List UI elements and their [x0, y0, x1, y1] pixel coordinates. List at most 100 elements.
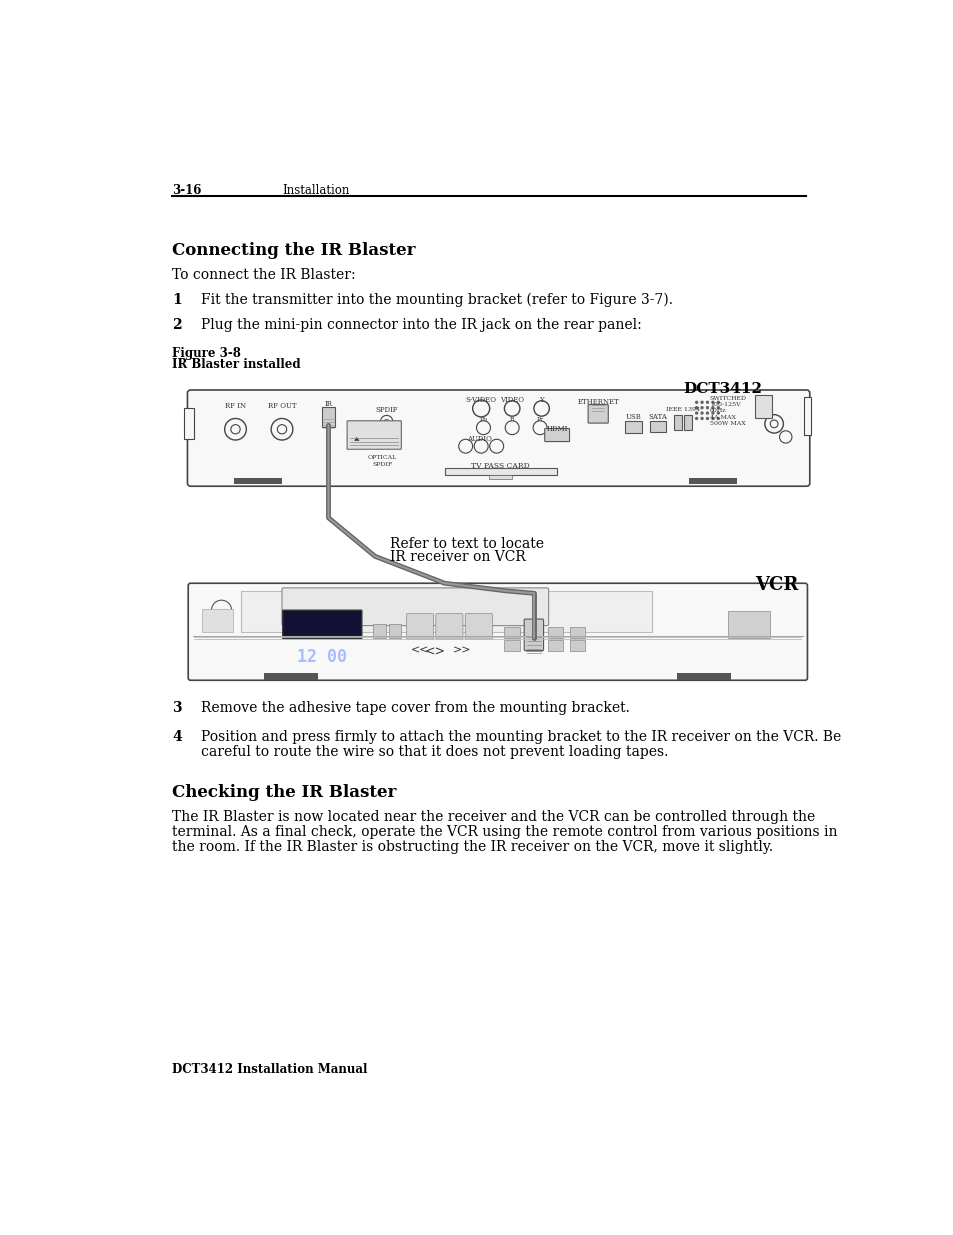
- Text: ETHERNET: ETHERNET: [577, 399, 618, 406]
- Bar: [802, 396, 810, 436]
- Text: Connecting the IR Blaster: Connecting the IR Blaster: [172, 242, 415, 259]
- Bar: [488, 475, 512, 479]
- Text: RF IN: RF IN: [225, 403, 246, 410]
- FancyBboxPatch shape: [465, 614, 492, 638]
- Text: DCT3412 Installation Manual: DCT3412 Installation Manual: [172, 1063, 367, 1076]
- Circle shape: [710, 416, 714, 420]
- Bar: [389, 624, 401, 638]
- Text: terminal. As a final check, operate the VCR using the remote control from variou: terminal. As a final check, operate the …: [172, 825, 837, 839]
- Circle shape: [716, 400, 720, 404]
- Text: 60Hz: 60Hz: [709, 409, 725, 414]
- Bar: [683, 415, 691, 430]
- Text: IEEE 1394: IEEE 1394: [665, 406, 699, 412]
- Text: 500W MAX: 500W MAX: [709, 421, 744, 426]
- Circle shape: [705, 411, 708, 415]
- Circle shape: [716, 406, 720, 409]
- Text: Refer to text to locate: Refer to text to locate: [390, 537, 544, 551]
- Circle shape: [700, 416, 703, 420]
- Text: 3: 3: [172, 701, 181, 715]
- Text: >>: >>: [452, 646, 471, 656]
- Circle shape: [700, 406, 703, 409]
- Text: SPDIF: SPDIF: [373, 462, 393, 467]
- FancyBboxPatch shape: [347, 421, 401, 450]
- Text: SWITCHED: SWITCHED: [709, 396, 746, 401]
- Text: VIDEO: VIDEO: [499, 396, 523, 404]
- Text: VCR: VCR: [754, 576, 798, 594]
- Bar: [677, 673, 731, 679]
- Circle shape: [694, 406, 698, 409]
- Text: HDMI: HDMI: [546, 425, 567, 433]
- Text: Pr: Pr: [536, 417, 543, 422]
- Text: 100-125V: 100-125V: [709, 403, 740, 408]
- Text: 4: 4: [172, 730, 181, 745]
- Circle shape: [700, 400, 703, 404]
- Bar: [525, 627, 541, 638]
- FancyBboxPatch shape: [282, 588, 548, 626]
- Circle shape: [710, 400, 714, 404]
- Bar: [241, 592, 651, 632]
- Bar: [504, 640, 519, 651]
- Text: Pb: Pb: [478, 417, 487, 422]
- Bar: [184, 409, 193, 440]
- Bar: [444, 468, 557, 475]
- Bar: [547, 627, 562, 638]
- Text: S-VIDEO: S-VIDEO: [465, 396, 497, 404]
- Text: TV PASS CARD: TV PASS CARD: [471, 462, 529, 471]
- Text: Position and press firmly to attach the mounting bracket to the IR receiver on t: Position and press firmly to attach the …: [200, 730, 840, 745]
- FancyBboxPatch shape: [187, 390, 809, 487]
- Text: <<: <<: [411, 646, 429, 656]
- Circle shape: [705, 416, 708, 420]
- Bar: [373, 624, 385, 638]
- Text: 4A MAX: 4A MAX: [709, 415, 735, 420]
- Bar: [727, 611, 769, 638]
- Circle shape: [705, 400, 708, 404]
- Text: SATA: SATA: [648, 412, 666, 421]
- Circle shape: [710, 406, 714, 409]
- Bar: [264, 673, 318, 679]
- FancyBboxPatch shape: [406, 614, 433, 638]
- Bar: [569, 627, 584, 638]
- Bar: [525, 640, 541, 651]
- Text: Y: Y: [538, 396, 543, 404]
- Text: the room. If the IR Blaster is obstructing the IR receiver on the VCR, move it s: the room. If the IR Blaster is obstructi…: [172, 840, 772, 853]
- Text: DCT3412: DCT3412: [682, 382, 761, 395]
- Text: Fit the transmitter into the mounting bracket (refer to Figure 3-7).: Fit the transmitter into the mounting br…: [200, 293, 672, 308]
- Bar: [754, 395, 771, 417]
- Circle shape: [700, 411, 703, 415]
- Text: Checking the IR Blaster: Checking the IR Blaster: [172, 784, 395, 802]
- Text: 3-16: 3-16: [172, 184, 201, 198]
- Bar: [649, 421, 665, 431]
- Text: Remove the adhesive tape cover from the mounting bracket.: Remove the adhesive tape cover from the …: [200, 701, 629, 715]
- Text: <>: <>: [424, 646, 445, 658]
- Bar: [504, 627, 519, 638]
- Bar: [688, 478, 736, 484]
- Circle shape: [694, 416, 698, 420]
- Bar: [569, 640, 584, 651]
- Circle shape: [710, 411, 714, 415]
- Circle shape: [694, 400, 698, 404]
- Text: 12 00: 12 00: [297, 648, 347, 666]
- Text: USB: USB: [624, 412, 640, 421]
- FancyBboxPatch shape: [282, 610, 361, 638]
- Bar: [321, 406, 335, 427]
- Bar: [202, 609, 233, 632]
- Polygon shape: [354, 437, 359, 441]
- Text: Installation: Installation: [282, 184, 349, 198]
- FancyBboxPatch shape: [523, 619, 543, 651]
- Text: Plug the mini-pin connector into the IR jack on the rear panel:: Plug the mini-pin connector into the IR …: [200, 317, 640, 332]
- Text: R: R: [509, 417, 514, 422]
- Text: 1: 1: [172, 293, 181, 308]
- Text: IR receiver on VCR: IR receiver on VCR: [390, 550, 526, 564]
- Text: RF OUT: RF OUT: [268, 403, 296, 410]
- Bar: [547, 640, 562, 651]
- Text: 2: 2: [172, 317, 181, 332]
- Text: IR Blaster installed: IR Blaster installed: [172, 358, 300, 372]
- Text: AUDIO: AUDIO: [467, 435, 492, 442]
- Circle shape: [705, 406, 708, 409]
- Bar: [233, 478, 282, 484]
- Text: Figure 3-8: Figure 3-8: [172, 347, 240, 359]
- Bar: [674, 415, 681, 430]
- Circle shape: [716, 411, 720, 415]
- Bar: [624, 421, 641, 433]
- Circle shape: [716, 416, 720, 420]
